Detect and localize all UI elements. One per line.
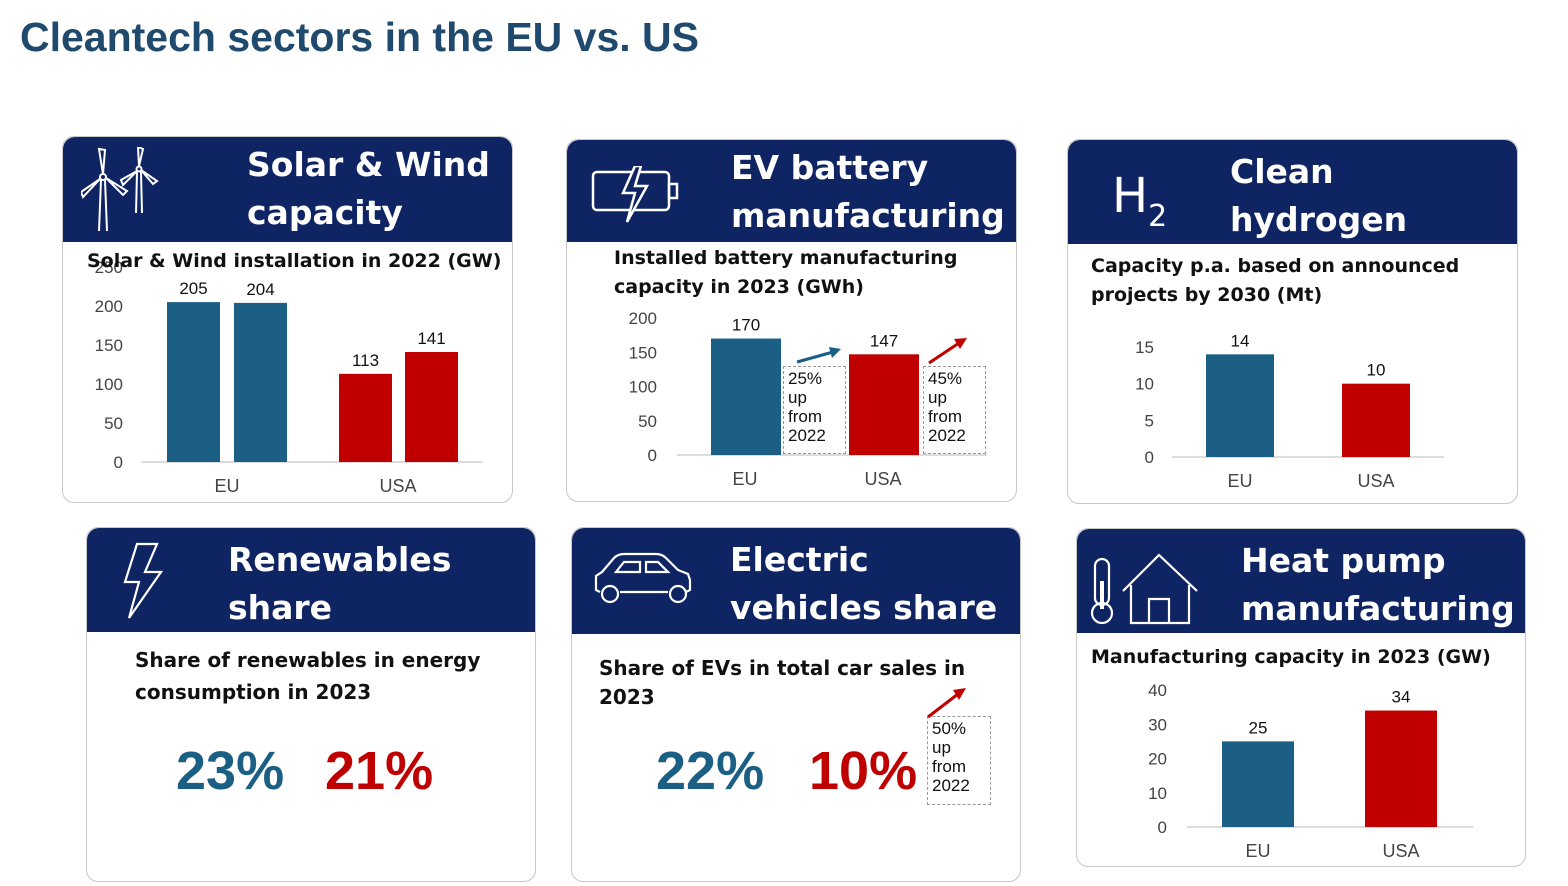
y-tick-label: 0: [1158, 818, 1167, 837]
heat-pump-chart: 0 10 20 30 40 25 34 EU USA: [1148, 681, 1473, 861]
y-tick-label: 0: [648, 446, 657, 465]
data-label: 10: [1367, 361, 1386, 380]
card-subtitle: Share of EVs in total car sales in 2023: [599, 656, 966, 709]
solar-wind-card: Solar & Wind capacity 0 50 100 150 200 205 204…: [62, 136, 513, 503]
card-header: EV battery manufacturing: [567, 140, 1016, 242]
bar-usa: [1365, 710, 1437, 827]
x-tick-label: USA: [864, 469, 901, 489]
chart-subtitle: Installed battery manufacturing capacity…: [614, 247, 958, 298]
growth-arrow-eu: [796, 347, 841, 364]
y-tick-label: 10: [1135, 375, 1154, 394]
solar-wind-chart: 0 50 100 150 200 205 204 113 141 EU USA 250: [95, 258, 483, 496]
growth-note-usa: 45% up from 2022: [923, 366, 986, 454]
bar-eu: [711, 338, 781, 455]
data-label: 147: [870, 331, 898, 350]
card-header: H2 Clean hydrogen capacity: [1068, 140, 1517, 287]
x-tick-label: EU: [214, 476, 239, 496]
chart-subtitle: Solar & Wind installation in 2022 (GW): [87, 250, 502, 272]
y-tick-label: 20: [1148, 750, 1167, 769]
card-header: Heat pump manufacturing: [1077, 529, 1525, 633]
y-tick-label: 10: [1148, 784, 1167, 803]
wind-turbine-icon: [81, 147, 159, 231]
battery-charging-icon: [591, 166, 679, 223]
bar-usa: [405, 352, 458, 462]
card-title: Electric vehicles share: [730, 540, 998, 627]
hydrogen-chart: 0 5 10 15 14 10 EU USA: [1135, 331, 1444, 491]
bar-eu: [167, 302, 220, 462]
card-header: Electric vehicles share: [572, 528, 1020, 634]
card-subtitle: Share of renewables in energy consumptio…: [135, 648, 481, 704]
y-tick-label: 0: [114, 453, 123, 472]
ev-battery-card: EV battery manufacturing Installed batte…: [566, 139, 1017, 502]
card-title: Solar & Wind capacity: [247, 145, 490, 232]
growth-arrow-usa: [927, 688, 966, 719]
x-tick-label: EU: [732, 469, 757, 489]
y-tick-label: 40: [1148, 681, 1167, 700]
x-tick-label: EU: [1245, 841, 1270, 861]
renewables-card: Renewables share Share of renewables in …: [86, 527, 536, 882]
heat-pump-card: Heat pump manufacturing Manufacturing ca…: [1076, 528, 1526, 867]
hydrogen-card: H2 Clean hydrogen capacity Capacity p.a.…: [1067, 139, 1518, 504]
card-title: Heat pump manufacturing: [1241, 541, 1515, 628]
growth-arrow-usa: [928, 338, 967, 365]
page-title: Cleantech sectors in the EU vs. US: [20, 14, 700, 60]
bar-eu: [234, 302, 287, 462]
y-tick-label: 200: [95, 297, 123, 316]
chart-subtitle: Capacity p.a. based on announced project…: [1091, 255, 1460, 306]
x-tick-label: USA: [379, 476, 416, 496]
y-tick-label: 250: [95, 258, 123, 277]
bar-eu: [1206, 354, 1274, 457]
data-label: 141: [417, 329, 445, 348]
usa-share-value: 21%: [325, 741, 434, 801]
y-tick-label: 5: [1145, 411, 1154, 430]
card-title: Renewables share: [228, 540, 452, 627]
data-label: 204: [246, 280, 274, 299]
y-tick-label: 15: [1135, 338, 1154, 357]
x-tick-label: USA: [1382, 841, 1419, 861]
bar-eu: [1222, 741, 1294, 827]
car-icon: [594, 552, 692, 604]
lightning-icon: [123, 542, 164, 619]
card-title: EV battery manufacturing: [731, 148, 1005, 235]
data-label: 170: [732, 316, 760, 335]
data-label: 14: [1231, 331, 1250, 350]
y-tick-label: 50: [638, 412, 657, 431]
card-title: Clean hydrogen capacity: [1230, 152, 1408, 287]
card-header: Renewables share: [87, 528, 535, 632]
chart-subtitle: Manufacturing capacity in 2023 (GW): [1091, 646, 1491, 668]
bar-usa: [339, 373, 392, 462]
bar-usa: [849, 354, 919, 455]
data-label: 205: [179, 279, 207, 298]
x-tick-label: EU: [1227, 471, 1252, 491]
growth-note-usa: 50% up from 2022: [927, 716, 991, 805]
h2-icon: H2: [1112, 168, 1168, 234]
y-tick-label: 30: [1148, 715, 1167, 734]
y-tick-label: 200: [629, 309, 657, 328]
growth-note-eu: 25% up from 2022: [783, 366, 846, 454]
thermometer-house-icon: [1090, 553, 1198, 625]
bar-usa: [1342, 383, 1410, 457]
y-tick-label: 50: [104, 414, 123, 433]
eu-share-value: 23%: [176, 741, 285, 801]
data-label: 25: [1249, 718, 1268, 737]
data-label: 113: [352, 351, 379, 370]
usa-share-value: 10%: [809, 741, 918, 801]
y-tick-label: 0: [1145, 448, 1154, 467]
ev-share-card: Electric vehicles share Share of EVs in …: [571, 527, 1021, 882]
y-tick-label: 150: [629, 343, 657, 362]
x-tick-label: USA: [1357, 471, 1394, 491]
y-tick-label: 100: [95, 375, 123, 394]
data-label: 34: [1392, 688, 1411, 707]
eu-share-value: 22%: [656, 741, 765, 801]
y-tick-label: 150: [95, 336, 123, 355]
y-tick-label: 100: [629, 378, 657, 397]
ev-battery-chart: 0 50 100 150 200 170 147 EU USA: [629, 309, 987, 489]
card-header: Solar & Wind capacity: [63, 137, 512, 242]
